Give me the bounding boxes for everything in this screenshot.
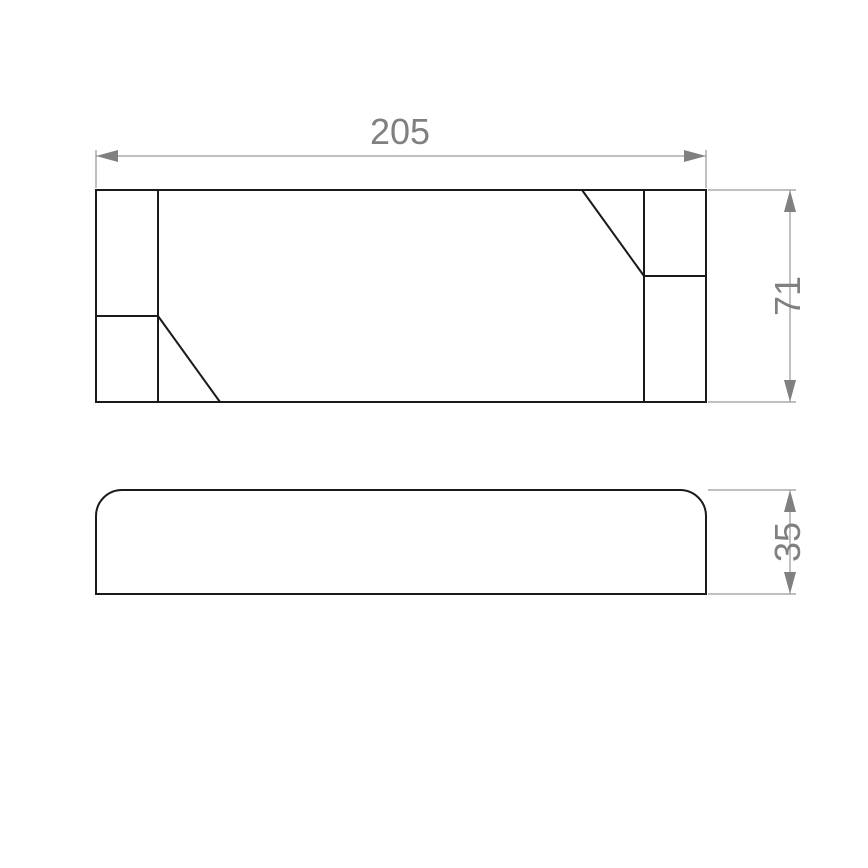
dimension-arrowhead bbox=[784, 380, 796, 402]
top-view-left-diagonal bbox=[158, 316, 220, 402]
dimension-label: 35 bbox=[767, 522, 808, 562]
dimension-arrowhead bbox=[784, 490, 796, 512]
dimension-label: 71 bbox=[767, 276, 808, 316]
technical-drawing: 205 71 35 bbox=[0, 0, 868, 868]
top-view-right-diagonal bbox=[582, 190, 644, 276]
side-view-outline bbox=[96, 490, 706, 594]
dimension-arrowhead bbox=[96, 150, 118, 162]
dimension-label: 205 bbox=[370, 111, 430, 152]
top-view-outline bbox=[96, 190, 706, 402]
dimension-arrowhead bbox=[784, 190, 796, 212]
dimension-arrowhead bbox=[784, 572, 796, 594]
dimension-arrowhead bbox=[684, 150, 706, 162]
